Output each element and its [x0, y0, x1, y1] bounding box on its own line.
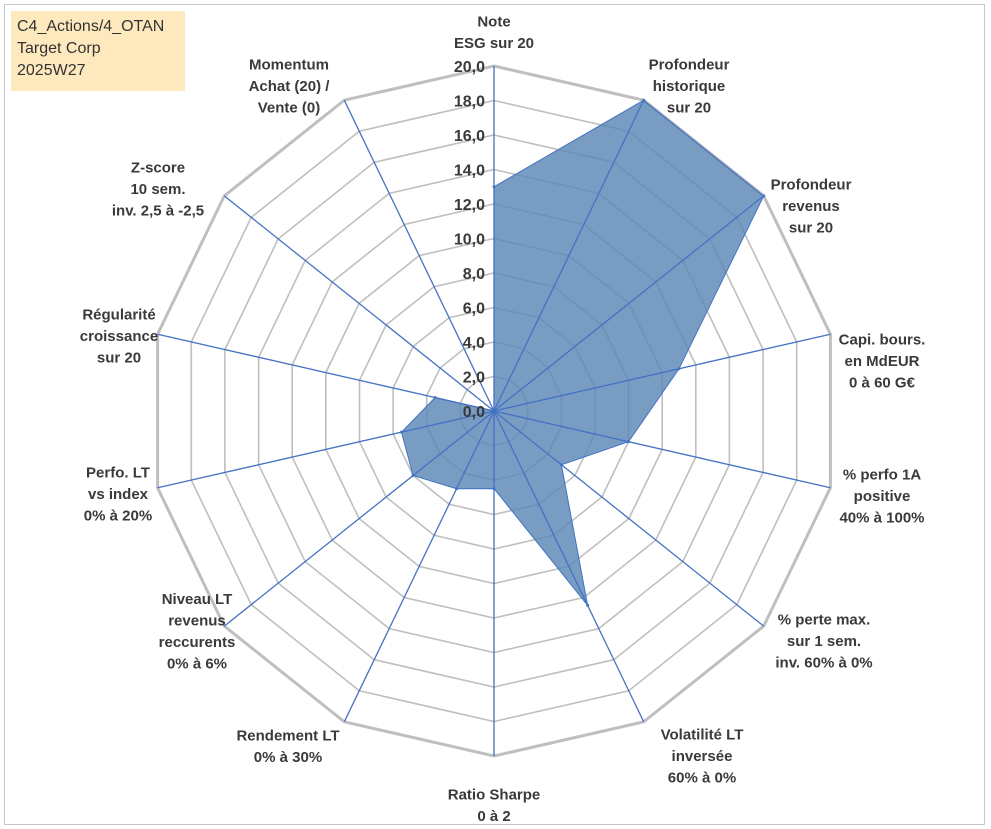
axis-label-line: vs index	[88, 486, 149, 503]
info-company: Target Corp	[17, 40, 101, 57]
axis-spoke	[223, 195, 495, 412]
axis-label-line: sur 20	[667, 100, 711, 117]
tick-label: 4,0	[463, 335, 485, 352]
axis-spoke	[493, 410, 765, 627]
axis-label-line: ESG sur 20	[454, 35, 534, 52]
tick-label: 8,0	[463, 266, 485, 283]
axis-spoke	[493, 333, 831, 412]
axis-label-line: croissance	[80, 328, 158, 345]
tick-label: 0,0	[463, 404, 485, 421]
axis-label-line: sur 20	[789, 220, 833, 237]
axis-label-line: revenus	[168, 612, 226, 629]
axis-label: Capi. bours. en MdEUR 0 à 60 G€	[839, 332, 926, 392]
axis-label-line: Régularité	[82, 307, 155, 324]
axis-label-line: Volatilité LT	[661, 727, 744, 744]
axis-label-line: sur 20	[97, 350, 141, 367]
axis-label: Profondeur revenus sur 20	[771, 177, 852, 237]
axis-spoke	[343, 99, 495, 412]
axis-label-line: 0 à 60 G€	[849, 375, 916, 392]
tick-label: 6,0	[463, 301, 485, 318]
axis-label-line: inv. 2,5 à -2,5	[112, 203, 204, 220]
axis-label-line: historique	[653, 78, 726, 95]
axis-label-line: Profondeur	[771, 177, 852, 194]
axis-label-line: reccurents	[159, 634, 236, 651]
axis-label: % perfo 1A positive 40% à 100%	[839, 467, 924, 527]
axis-spoke	[343, 410, 495, 723]
axis-label-line: Note	[477, 13, 510, 30]
axis-label-line: sur 1 sem.	[787, 633, 861, 650]
label-layer: Note ESG sur 20 Profondeur historique sur 20…	[80, 13, 926, 825]
tick-label: 12,0	[454, 197, 485, 214]
axis-label: Régularité croissance sur 20	[80, 307, 158, 367]
axis-spoke	[493, 99, 645, 412]
axis-label-line: Achat (20) /	[249, 78, 331, 95]
axis-label-line: inv. 60% à 0%	[775, 655, 872, 672]
axis-label-line: 10 sem.	[130, 181, 185, 198]
axis-label-line: 0% à 20%	[84, 508, 152, 525]
tick-layer: 0,0 2,0 4,0 6,0 8,0 10,0 12,0 14,0 16,0 18,0 20,0	[454, 59, 485, 421]
axis-label-line: Perfo. LT	[86, 465, 150, 482]
axis-label-line: 60% à 0%	[668, 770, 736, 787]
axis-label-line: Vente (0)	[258, 100, 321, 117]
axis-label-line: Z-score	[131, 160, 185, 177]
series-area	[400, 99, 765, 606]
tick-label: 16,0	[454, 128, 485, 145]
axis-spoke	[157, 333, 495, 412]
spoke-layer	[157, 66, 831, 756]
axis-spoke	[223, 410, 495, 627]
axis-label-line: 0 à 2	[477, 808, 510, 825]
tick-label: 18,0	[454, 94, 485, 111]
axis-spoke	[493, 410, 645, 723]
axis-label-line: % perte max.	[778, 612, 871, 629]
axis-spoke	[493, 410, 831, 489]
axis-label: Ratio Sharpe 0 à 2	[448, 786, 541, 825]
tick-label: 20,0	[454, 59, 485, 76]
axis-label: Profondeur historique sur 20	[649, 57, 730, 117]
axis-label: % perte max. sur 1 sem. inv. 60% à 0%	[775, 612, 872, 672]
axis-label-line: Capi. bours.	[839, 332, 926, 349]
tick-label: 10,0	[454, 232, 485, 249]
axis-label-line: inversée	[672, 748, 733, 765]
axis-label-line: Ratio Sharpe	[448, 786, 541, 803]
axis-label: Rendement LT 0% à 30%	[236, 727, 339, 766]
tick-label: 14,0	[454, 163, 485, 180]
info-portfolio: C4_Actions/4_OTAN	[17, 18, 165, 35]
axis-spoke	[157, 410, 495, 489]
axis-label: Niveau LT revenus reccurents 0% à 6%	[159, 591, 236, 673]
axis-label-line: 0% à 6%	[167, 655, 227, 672]
info-box: C4_Actions/4_OTAN Target Corp 2025W27	[11, 11, 185, 91]
axis-label: Perfo. LT vs index 0% à 20%	[84, 465, 152, 525]
axis-label: Volatilité LT inversée 60% à 0%	[661, 727, 744, 787]
axis-spoke	[493, 195, 765, 412]
axis-label-line: Profondeur	[649, 57, 730, 74]
axis-label-line: positive	[854, 488, 911, 505]
axis-label-line: Momentum	[249, 57, 329, 74]
info-week: 2025W27	[17, 62, 86, 79]
axis-label-line: 40% à 100%	[839, 510, 924, 527]
tick-label: 2,0	[463, 370, 485, 387]
axis-label: Z-score 10 sem. inv. 2,5 à -2,5	[112, 160, 204, 220]
axis-label-line: % perfo 1A	[843, 467, 922, 484]
axis-label-line: Niveau LT	[162, 591, 233, 608]
axis-label-line: en MdEUR	[845, 353, 920, 370]
axis-label-line: Rendement LT	[236, 727, 339, 744]
axis-label-line: 0% à 30%	[254, 749, 322, 766]
axis-label-line: revenus	[782, 198, 840, 215]
axis-label: Note ESG sur 20	[454, 13, 534, 52]
axis-label: Momentum Achat (20) / Vente (0)	[249, 57, 331, 117]
